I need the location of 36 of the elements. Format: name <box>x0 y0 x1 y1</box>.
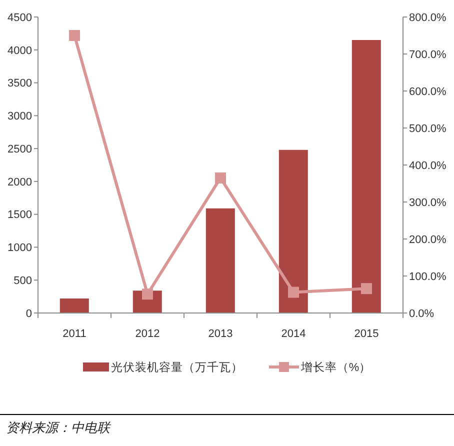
y2-tick-label: 100.0% <box>409 270 447 283</box>
y-tick-label: 1000 <box>8 242 32 254</box>
y-tick-label: 1500 <box>8 209 32 222</box>
bar <box>60 298 89 313</box>
y-tick-label: 4500 <box>8 12 32 24</box>
point <box>361 283 372 294</box>
y2-tick-label: 700.0% <box>409 48 447 61</box>
bar <box>206 208 235 313</box>
point <box>215 172 226 184</box>
x-tick-label: 2012 <box>135 328 160 340</box>
point <box>142 288 153 300</box>
bar <box>352 40 381 313</box>
x-tick-label: 2015 <box>354 328 379 340</box>
y-tick-label: 3000 <box>8 110 32 123</box>
point <box>69 30 80 41</box>
x-tick-label: 2011 <box>62 328 86 340</box>
y2-tick-label: 0.0% <box>409 308 434 320</box>
y-tick-label: 3500 <box>8 78 32 90</box>
legend-label: 光伏装机容量（万千瓦） <box>110 360 243 374</box>
text: 资料来源：中电联 <box>6 419 110 437</box>
y2-tick-label: 500.0% <box>409 122 447 135</box>
y-tick-label: 2500 <box>8 143 32 156</box>
y2-tick-label: 400.0% <box>409 160 447 172</box>
x-tick-label: 2014 <box>281 328 306 340</box>
y-tick-label: 500 <box>14 275 32 288</box>
y2-tick-label: 300.0% <box>409 196 447 209</box>
y-tick-label: 4000 <box>8 44 32 57</box>
x-tick-label: 2013 <box>208 328 233 340</box>
y2-tick-label: 200.0% <box>409 234 447 246</box>
y-tick-label: 2000 <box>8 176 32 188</box>
y2-tick-label: 800.0% <box>409 12 447 24</box>
legend-label: 增长率（%） <box>300 360 372 374</box>
y-tick-label: 0 <box>26 308 32 320</box>
bar <box>278 150 308 313</box>
point <box>288 286 299 298</box>
y2-tick-label: 600.0% <box>409 86 447 98</box>
